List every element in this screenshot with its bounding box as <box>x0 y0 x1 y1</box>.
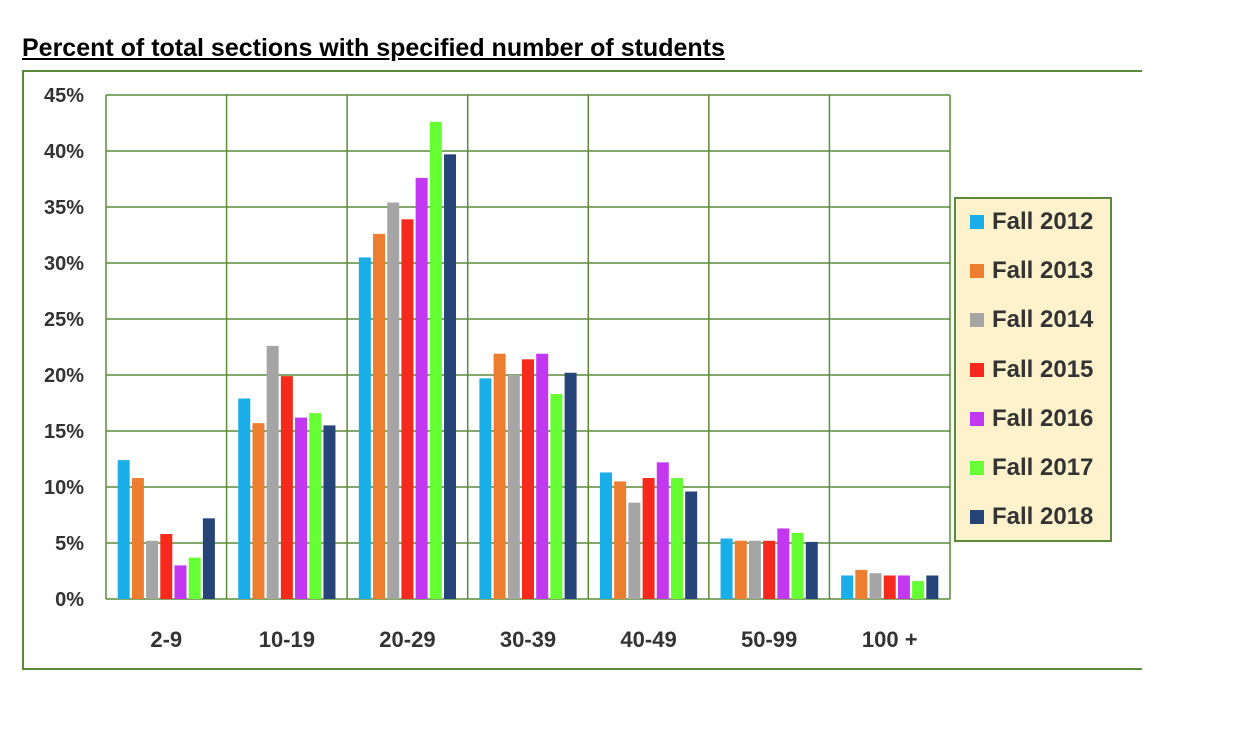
bar <box>670 478 683 599</box>
bar <box>628 502 641 599</box>
bar <box>841 575 854 599</box>
bar <box>444 154 457 600</box>
bar <box>599 472 612 599</box>
legend-swatch <box>970 215 984 229</box>
bar <box>720 538 733 599</box>
chart-title: Percent of total sections with specified… <box>22 34 725 62</box>
legend-label: Fall 2012 <box>992 208 1094 235</box>
legend-item: Fall 2014 <box>970 305 1093 335</box>
x-tick-label: 10-19 <box>259 627 315 652</box>
y-tick-label: 25% <box>44 309 84 331</box>
legend-label: Fall 2018 <box>992 503 1094 531</box>
bar <box>763 540 776 599</box>
bar <box>309 413 322 599</box>
bar <box>536 353 549 599</box>
legend-swatch <box>970 510 984 525</box>
legend-item: Fall 2016 <box>970 404 1093 434</box>
bar <box>280 376 293 599</box>
bar <box>805 541 818 599</box>
y-tick-label: 45% <box>44 85 84 107</box>
bar <box>323 425 336 599</box>
bar <box>912 581 925 599</box>
bar <box>522 359 534 599</box>
x-tick-label: 40-49 <box>620 627 676 652</box>
bar <box>373 233 386 599</box>
bar <box>493 353 506 599</box>
y-tick-label: 40% <box>44 141 84 163</box>
bar <box>777 528 790 599</box>
legend-swatch <box>970 411 984 426</box>
bar <box>614 481 627 599</box>
bar <box>202 518 215 599</box>
bar <box>160 534 173 599</box>
bar <box>146 540 159 599</box>
legend-item: Fall 2017 <box>970 453 1093 483</box>
x-tick-label: 100 + <box>862 627 918 652</box>
bar <box>266 345 279 599</box>
bar <box>238 398 251 599</box>
bar <box>188 557 201 599</box>
bar <box>897 575 910 599</box>
legend-label: Fall 2015 <box>992 355 1094 383</box>
chart-legend: Fall 2012 Fall 2013 Fall 2014 Fall 2015 Fall… <box>954 197 1112 542</box>
bar <box>479 378 492 599</box>
legend-item: Fall 2013 <box>970 256 1093 286</box>
bar <box>926 575 939 599</box>
y-tick-label: 30% <box>44 253 84 275</box>
bar <box>883 575 896 599</box>
x-tick-label: 20-29 <box>379 627 435 652</box>
bar <box>564 372 577 599</box>
y-tick-label: 35% <box>44 197 84 219</box>
bar <box>656 462 669 599</box>
bar <box>415 177 428 599</box>
bar <box>855 569 868 599</box>
bar <box>869 573 882 599</box>
bar <box>387 202 400 599</box>
bar <box>550 394 563 599</box>
y-tick-label: 15% <box>44 421 84 443</box>
bar <box>117 460 130 599</box>
x-tick-label: 30-39 <box>500 627 556 652</box>
bar <box>685 491 698 599</box>
legend-label: Fall 2017 <box>992 454 1094 481</box>
bar <box>429 121 442 599</box>
bar <box>358 257 371 599</box>
legend-label: Fall 2014 <box>992 306 1094 334</box>
bar <box>734 540 747 599</box>
bar <box>507 375 520 599</box>
bar <box>642 478 655 599</box>
legend-item: Fall 2018 <box>970 502 1093 532</box>
x-tick-label: 2-9 <box>150 627 182 652</box>
bar <box>252 423 265 599</box>
chart-frame <box>22 70 1142 670</box>
legend-item: Fall 2012 <box>970 207 1093 237</box>
y-tick-label: 20% <box>44 365 84 387</box>
legend-label: Fall 2013 <box>992 257 1094 285</box>
legend-swatch <box>970 461 984 475</box>
bar <box>401 219 414 599</box>
bar <box>295 417 308 599</box>
legend-swatch <box>970 362 984 377</box>
legend-swatch <box>970 264 984 279</box>
bar <box>748 540 761 599</box>
legend-label: Fall 2016 <box>992 404 1094 432</box>
y-tick-label: 5% <box>55 533 84 555</box>
bar <box>174 565 187 599</box>
legend-item: Fall 2015 <box>970 355 1093 385</box>
bar <box>131 478 144 599</box>
x-tick-label: 50-99 <box>741 627 797 652</box>
legend-swatch <box>970 313 984 328</box>
y-tick-label: 0% <box>55 589 84 611</box>
y-tick-label: 10% <box>44 477 84 499</box>
bar <box>791 532 804 599</box>
